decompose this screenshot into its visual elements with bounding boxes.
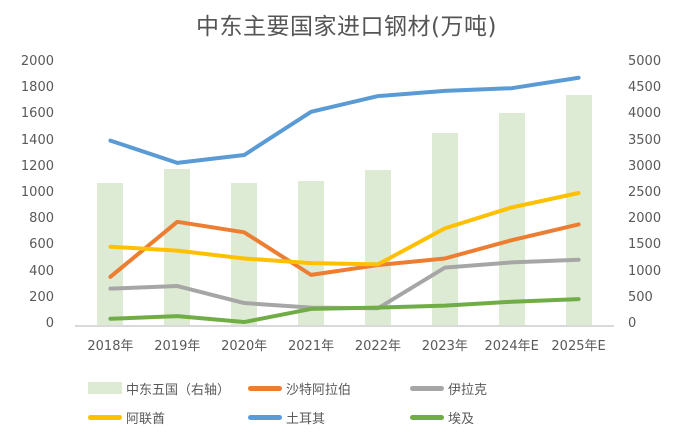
left-axis-tick: 1800	[20, 80, 54, 96]
left-axis-tick: 1000	[20, 185, 54, 200]
legend-item-沙特阿拉伯: 沙特阿拉伯	[248, 380, 352, 398]
x-axis-label: 2018年	[87, 339, 134, 354]
legend-item-阿联酋: 阿联酋	[88, 409, 166, 427]
left-axis-tick: 400	[29, 263, 54, 279]
x-axis-line	[75, 325, 614, 327]
right-axis-tick: 1000	[628, 263, 662, 279]
left-axis-tick: 200	[29, 289, 54, 305]
right-axis-tick: 5000	[628, 54, 662, 69]
x-axis-label: 2024年E	[484, 339, 539, 354]
right-axis-tick: 1500	[628, 237, 662, 253]
legend-item-伊拉克: 伊拉克	[410, 380, 488, 398]
bar-中东五国（右轴）	[298, 180, 325, 325]
legend-label: 伊拉克	[448, 382, 488, 398]
right-axis-tick: 4500	[628, 80, 662, 96]
right-axis-tick: 4000	[628, 106, 662, 122]
left-axis-tick: 1400	[20, 132, 54, 148]
line-阿联酋	[108, 191, 581, 267]
legend-bar-swatch-中东五国（右轴）	[88, 382, 122, 394]
right-axis-tick: 3000	[628, 158, 662, 174]
left-axis-tick: 1200	[20, 158, 54, 174]
bar-中东五国（右轴）	[97, 182, 124, 325]
left-axis-tick: 600	[29, 237, 54, 253]
legend-item-中东五国（右轴）: 中东五国（右轴）	[88, 380, 231, 398]
right-axis-tick: 2000	[628, 211, 662, 227]
line-土耳其	[108, 75, 581, 165]
legend-label: 沙特阿拉伯	[286, 382, 352, 398]
legend-item-土耳其: 土耳其	[248, 409, 326, 427]
right-axis-tick: 500	[628, 289, 653, 305]
legend-label: 中东五国（右轴）	[126, 382, 231, 398]
x-axis-label: 2019年	[154, 339, 201, 354]
bar-中东五国（右轴）	[498, 113, 525, 325]
x-axis-label: 2023年	[421, 339, 468, 354]
legend-line-swatch-伊拉克	[410, 385, 444, 391]
legend-label: 土耳其	[286, 411, 326, 427]
legend-line-swatch-沙特阿拉伯	[248, 385, 282, 391]
chart-title: 中东主要国家进口钢材(万吨)	[196, 14, 497, 40]
x-axis-label: 2021年	[288, 339, 335, 354]
legend-label: 埃及	[448, 411, 475, 427]
legend-line-swatch-埃及	[410, 414, 444, 420]
left-axis-tick: 2000	[20, 54, 54, 69]
right-axis-tick: 0	[628, 316, 637, 331]
legend-label: 阿联酋	[126, 411, 166, 427]
bar-中东五国（右轴）	[164, 169, 191, 325]
x-axis-label: 2022年	[354, 339, 401, 354]
legend-line-swatch-阿联酋	[88, 414, 122, 420]
left-axis-tick: 800	[29, 211, 54, 227]
legend-line-swatch-土耳其	[248, 414, 282, 420]
bar-中东五国（右轴）	[565, 95, 592, 325]
x-axis-label: 2020年	[221, 339, 268, 354]
legend-item-埃及: 埃及	[410, 409, 475, 427]
right-axis-tick: 3500	[628, 132, 662, 148]
right-axis-tick: 2500	[628, 185, 662, 200]
x-axis-label: 2025年E	[551, 339, 606, 354]
line-沙特阿拉伯	[108, 219, 581, 279]
bar-中东五国（右轴）	[364, 170, 391, 325]
left-axis-tick: 0	[45, 316, 54, 331]
line-埃及	[108, 297, 581, 325]
left-axis-tick: 1600	[20, 106, 54, 122]
